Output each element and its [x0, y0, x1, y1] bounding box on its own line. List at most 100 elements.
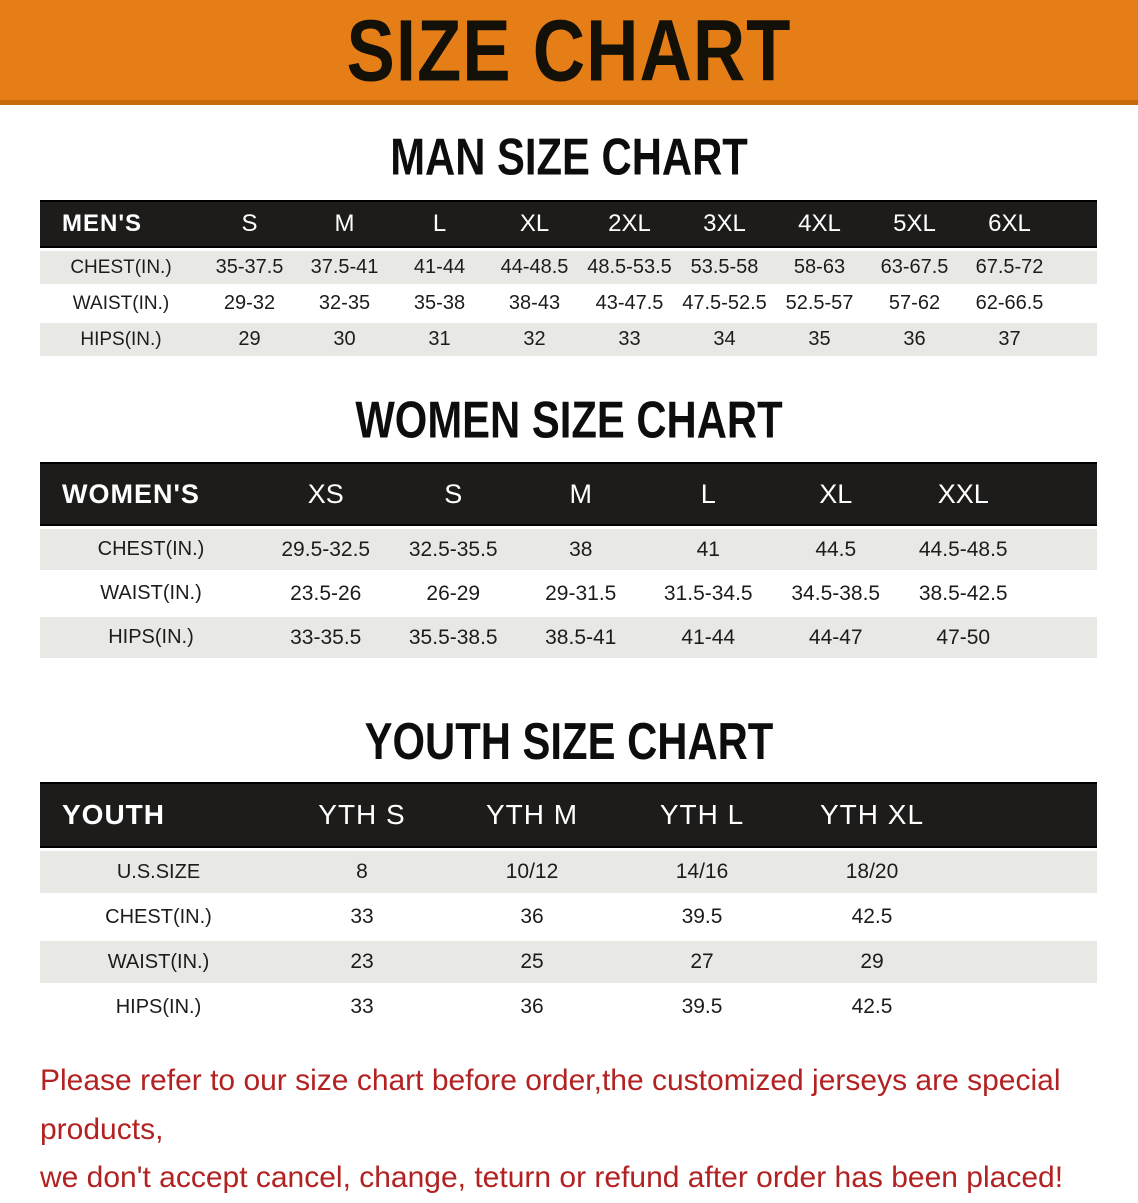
- size-value: 33-35.5: [262, 617, 390, 658]
- size-value: 38.5-41: [517, 617, 645, 658]
- size-value: 48.5-53.5: [582, 251, 677, 284]
- spacer-cell: [1057, 323, 1097, 356]
- size-value: 57-62: [867, 287, 962, 320]
- size-value: 36: [447, 896, 617, 938]
- row-label: WAIST(IN.): [40, 287, 202, 320]
- size-value: 25: [447, 941, 617, 983]
- size-value: 41-44: [644, 617, 772, 658]
- size-value: 58-63: [772, 251, 867, 284]
- table-row: CHEST(IN.) 33 36 39.5 42.5: [40, 896, 1097, 938]
- size-value: 30: [297, 323, 392, 356]
- size-value: 23.5-26: [262, 573, 390, 614]
- size-value: 26-29: [389, 573, 517, 614]
- size-column-header: 4XL: [772, 200, 867, 248]
- size-value: 35-38: [392, 287, 487, 320]
- spacer-cell: [1057, 200, 1097, 248]
- size-value: 52.5-57: [772, 287, 867, 320]
- size-value: 14/16: [617, 851, 787, 893]
- spacer-cell: [1057, 287, 1097, 320]
- size-value: 33: [277, 896, 447, 938]
- spacer-cell: [957, 782, 1097, 848]
- row-label: CHEST(IN.): [40, 251, 202, 284]
- size-column-header: M: [517, 462, 645, 526]
- youth-size-table: YOUTH YTH S YTH M YTH L YTH XL U.S.SIZE 8 10/12…: [40, 779, 1097, 1031]
- spacer-cell: [1027, 617, 1097, 658]
- size-value: 39.5: [617, 896, 787, 938]
- size-value: 38-43: [487, 287, 582, 320]
- spacer-cell: [1027, 573, 1097, 614]
- size-column-header: 5XL: [867, 200, 962, 248]
- size-value: 47-50: [899, 617, 1027, 658]
- row-label: CHEST(IN.): [40, 529, 262, 570]
- women-header-row: WOMEN'S XS S M L XL XXL: [40, 462, 1097, 526]
- size-value: 44.5: [772, 529, 900, 570]
- table-row: HIPS(IN.) 29 30 31 32 33 34 35 36 37: [40, 323, 1097, 356]
- size-value: 41-44: [392, 251, 487, 284]
- page-title: SIZE CHART: [346, 1, 792, 99]
- size-value: 33: [582, 323, 677, 356]
- size-value: 8: [277, 851, 447, 893]
- youth-corner-label: YOUTH: [40, 782, 277, 848]
- size-value: 29: [202, 323, 297, 356]
- disclaimer: Please refer to our size chart before or…: [40, 1057, 1138, 1203]
- size-column-header: 3XL: [677, 200, 772, 248]
- size-value: 32-35: [297, 287, 392, 320]
- size-value: 44-47: [772, 617, 900, 658]
- size-column-header: 2XL: [582, 200, 677, 248]
- banner: SIZE CHART: [0, 0, 1138, 105]
- size-value: 44-48.5: [487, 251, 582, 284]
- men-header-row: MEN'S S M L XL 2XL 3XL 4XL 5XL 6XL: [40, 200, 1097, 248]
- size-value: 31.5-34.5: [644, 573, 772, 614]
- size-value: 31: [392, 323, 487, 356]
- size-value: 23: [277, 941, 447, 983]
- size-value: 18/20: [787, 851, 957, 893]
- size-value: 34: [677, 323, 772, 356]
- size-value: 53.5-58: [677, 251, 772, 284]
- size-value: 67.5-72: [962, 251, 1057, 284]
- size-column-header: S: [389, 462, 517, 526]
- size-column-header: S: [202, 200, 297, 248]
- size-value: 47.5-52.5: [677, 287, 772, 320]
- row-label: CHEST(IN.): [40, 896, 277, 938]
- table-row: WAIST(IN.) 23.5-26 26-29 29-31.5 31.5-34.5 34…: [40, 573, 1097, 614]
- row-label: HIPS(IN.): [40, 323, 202, 356]
- size-value: 39.5: [617, 986, 787, 1028]
- youth-section-heading: YOUTH SIZE CHART: [364, 713, 774, 771]
- spacer-cell: [957, 896, 1097, 938]
- size-column-header: L: [392, 200, 487, 248]
- size-value: 37: [962, 323, 1057, 356]
- spacer-cell: [1027, 462, 1097, 526]
- size-value: 63-67.5: [867, 251, 962, 284]
- youth-header-row: YOUTH YTH S YTH M YTH L YTH XL: [40, 782, 1097, 848]
- spacer-cell: [1057, 251, 1097, 284]
- row-label: HIPS(IN.): [40, 617, 262, 658]
- men-section-heading: MAN SIZE CHART: [390, 128, 748, 187]
- size-value: 36: [867, 323, 962, 356]
- size-value: 29: [787, 941, 957, 983]
- size-value: 33: [277, 986, 447, 1028]
- table-row: WAIST(IN.) 23 25 27 29: [40, 941, 1097, 983]
- size-column-header: L: [644, 462, 772, 526]
- size-column-header: XS: [262, 462, 390, 526]
- size-column-header: YTH XL: [787, 782, 957, 848]
- disclaimer-line-1: Please refer to our size chart before or…: [40, 1064, 1061, 1146]
- women-section: WOMEN SIZE CHART WOMEN'S XS S M L XL XXL CHEST(…: [0, 359, 1138, 661]
- men-size-table: MEN'S S M L XL 2XL 3XL 4XL 5XL 6XL CHEST(IN.) 35-37…: [40, 197, 1097, 359]
- women-section-heading: WOMEN SIZE CHART: [355, 391, 783, 450]
- table-row: U.S.SIZE 8 10/12 14/16 18/20: [40, 851, 1097, 893]
- size-value: 32: [487, 323, 582, 356]
- row-label: U.S.SIZE: [40, 851, 277, 893]
- size-value: 38.5-42.5: [899, 573, 1027, 614]
- size-value: 42.5: [787, 896, 957, 938]
- women-corner-label: WOMEN'S: [40, 462, 262, 526]
- size-value: 38: [517, 529, 645, 570]
- size-column-header: YTH S: [277, 782, 447, 848]
- spacer-cell: [957, 941, 1097, 983]
- size-value: 10/12: [447, 851, 617, 893]
- men-corner-label: MEN'S: [40, 200, 202, 248]
- table-row: HIPS(IN.) 33 36 39.5 42.5: [40, 986, 1097, 1028]
- row-label: WAIST(IN.): [40, 941, 277, 983]
- size-value: 43-47.5: [582, 287, 677, 320]
- row-label: WAIST(IN.): [40, 573, 262, 614]
- size-column-header: YTH M: [447, 782, 617, 848]
